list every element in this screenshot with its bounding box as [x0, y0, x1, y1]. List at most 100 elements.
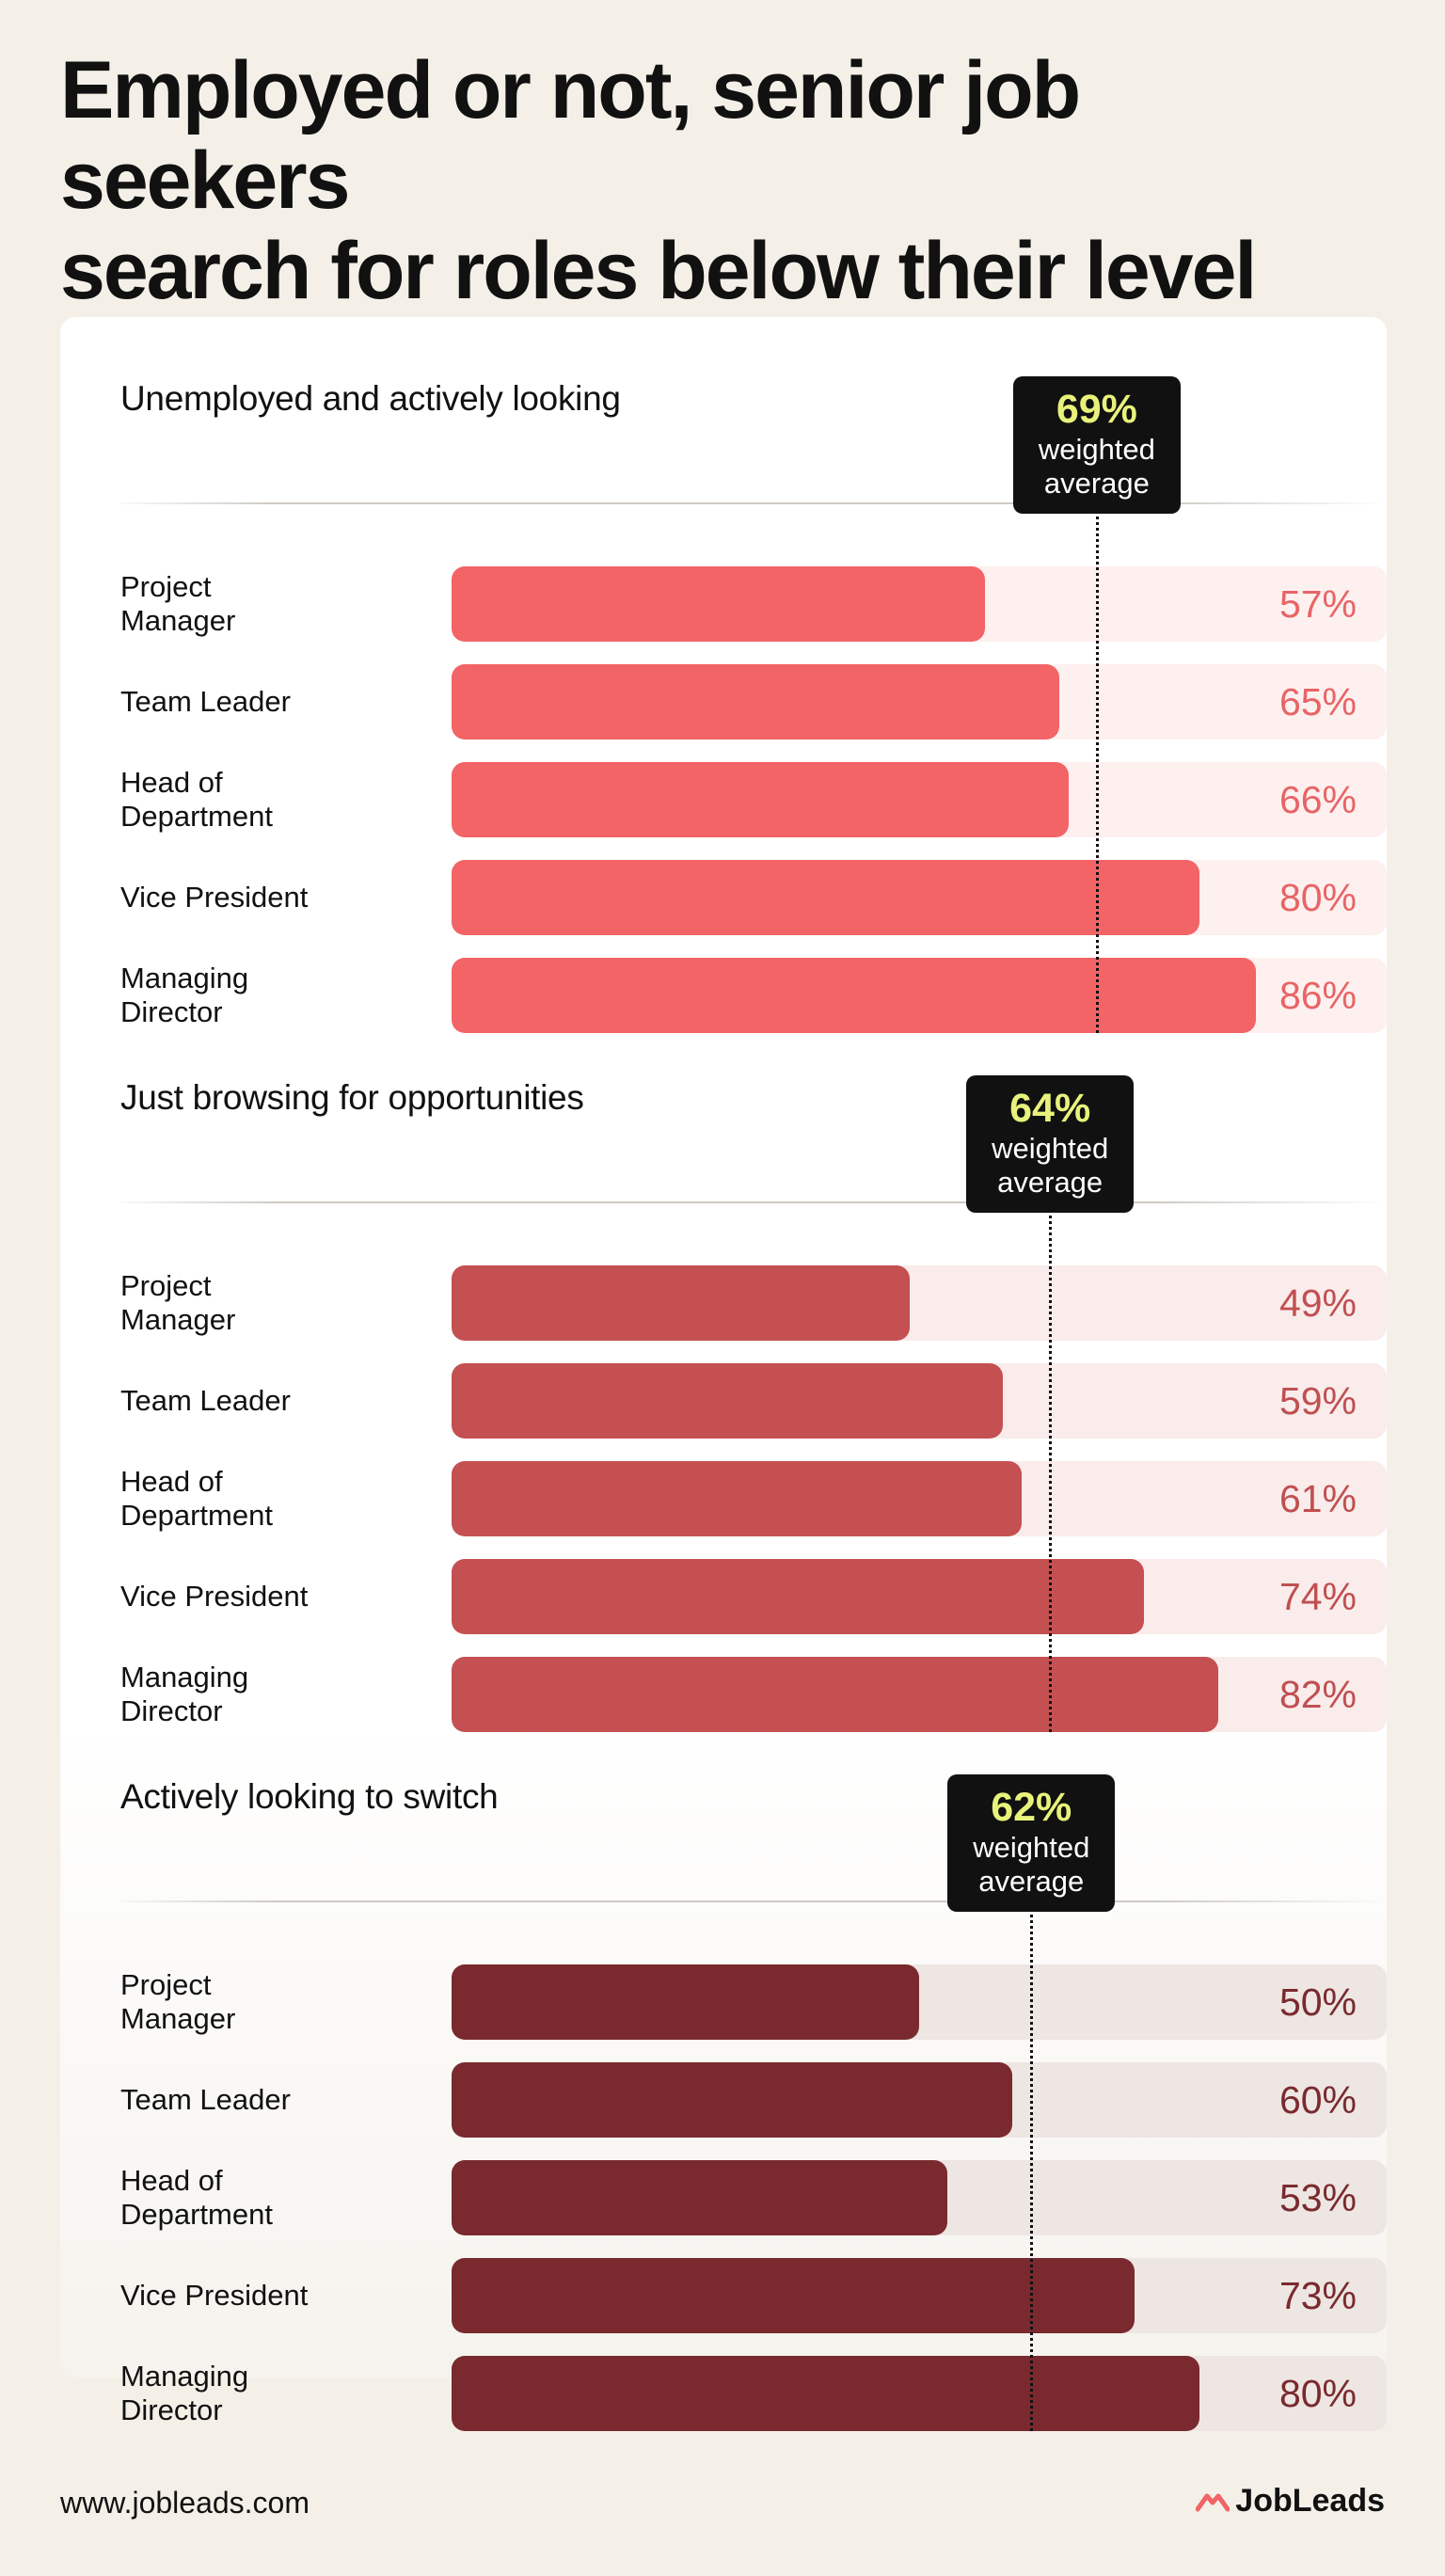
- bar-track: 80%: [452, 860, 1387, 935]
- panel-divider: [120, 502, 1387, 504]
- category-label: Vice President: [120, 881, 309, 914]
- bar: [452, 1964, 919, 2040]
- value-label: 82%: [1278, 1673, 1357, 1716]
- panel-title: Just browsing for opportunities: [120, 1078, 584, 1117]
- panel-divider: [120, 1201, 1387, 1203]
- footer-brand: JobLeads: [1235, 2483, 1385, 2519]
- bar: [452, 566, 985, 642]
- weighted-average-line: [1030, 1908, 1034, 2431]
- bar: [452, 2356, 1200, 2431]
- jobleads-logo-icon: [1196, 2493, 1231, 2512]
- weighted-average-value: 64%: [1009, 1086, 1091, 1131]
- bar-row: Project Manager 50%: [120, 1964, 1387, 2040]
- category-label: Head of Department: [120, 2164, 273, 2231]
- chart-card: Unemployed and actively looking Project Ma…: [60, 317, 1387, 2431]
- bar-row: Managing Director 80%: [120, 2356, 1387, 2431]
- category-label: Managing Director: [120, 2360, 249, 2426]
- value-label: 80%: [1278, 876, 1357, 919]
- category-label: Team Leader: [120, 2083, 291, 2116]
- footer-logo[interactable]: JobLeads: [1196, 2482, 1385, 2520]
- footer-url[interactable]: www.jobleads.com: [60, 2486, 310, 2520]
- bar-row: Team Leader 60%: [120, 2062, 1387, 2138]
- weighted-average-label: weighted average: [992, 1132, 1109, 1199]
- bar: [452, 2160, 947, 2235]
- bar-row: Project Manager 49%: [120, 1265, 1387, 1341]
- weighted-average-callout: 62% weighted average: [947, 1774, 1116, 1912]
- weighted-average-line: [1095, 510, 1099, 1033]
- bar-track: 57%: [452, 566, 1387, 642]
- value-label: 60%: [1278, 2078, 1357, 2122]
- bar: [452, 1363, 1004, 1439]
- bar: [452, 1559, 1144, 1634]
- bar: [452, 2258, 1135, 2333]
- bar-track: 60%: [452, 2062, 1387, 2138]
- value-label: 50%: [1278, 1980, 1357, 2024]
- category-label: Head of Department: [120, 766, 273, 833]
- chart-panel-3: Actively looking to switch Project Manager…: [120, 1774, 1387, 2454]
- bar-row: Vice President 73%: [120, 2258, 1387, 2333]
- bar: [452, 1265, 911, 1341]
- bar-track: 74%: [452, 1559, 1387, 1634]
- bar-row: Managing Director 86%: [120, 958, 1387, 1033]
- bar: [452, 1461, 1023, 1536]
- chart-panel-1: Unemployed and actively looking Project Ma…: [120, 376, 1387, 1056]
- bar-track: 53%: [452, 2160, 1387, 2235]
- bar: [452, 762, 1070, 837]
- weighted-average-label: weighted average: [973, 1831, 1090, 1898]
- value-label: 53%: [1278, 2176, 1357, 2219]
- weighted-average-label: weighted average: [1038, 433, 1155, 500]
- weighted-average-value: 69%: [1056, 387, 1137, 432]
- bar-row: Vice President 74%: [120, 1559, 1387, 1634]
- value-label: 80%: [1278, 2372, 1357, 2415]
- weighted-average-line: [1049, 1209, 1053, 1732]
- category-label: Project Manager: [120, 1968, 236, 2035]
- category-label: Vice President: [120, 1580, 309, 1613]
- bar-track: 59%: [452, 1363, 1387, 1439]
- bar: [452, 2062, 1013, 2138]
- weighted-average-callout: 64% weighted average: [966, 1075, 1135, 1213]
- value-label: 73%: [1278, 2274, 1357, 2317]
- value-label: 57%: [1278, 582, 1357, 626]
- bar: [452, 958, 1256, 1033]
- category-label: Project Manager: [120, 570, 236, 637]
- bar-row: Head of Department 61%: [120, 1461, 1387, 1536]
- bar-track: 80%: [452, 2356, 1387, 2431]
- value-label: 86%: [1278, 974, 1357, 1017]
- panel-title: Unemployed and actively looking: [120, 379, 621, 418]
- bar-row: Team Leader 59%: [120, 1363, 1387, 1439]
- bar-row: Vice President 80%: [120, 860, 1387, 935]
- bar-track: 49%: [452, 1265, 1387, 1341]
- category-label: Managing Director: [120, 1661, 249, 1727]
- category-label: Team Leader: [120, 685, 291, 718]
- weighted-average-value: 62%: [991, 1785, 1072, 1830]
- value-label: 65%: [1278, 680, 1357, 724]
- bar-track: 50%: [452, 1964, 1387, 2040]
- title-line-2: search for roles below their level: [60, 226, 1257, 316]
- bar: [452, 860, 1200, 935]
- category-label: Head of Department: [120, 1465, 273, 1532]
- bar-track: 61%: [452, 1461, 1387, 1536]
- panel-title: Actively looking to switch: [120, 1777, 499, 1816]
- bar-row: Project Manager 57%: [120, 566, 1387, 642]
- chart-panel-2: Just browsing for opportunities Project Ma…: [120, 1075, 1387, 1755]
- value-label: 59%: [1278, 1379, 1357, 1423]
- value-label: 74%: [1278, 1575, 1357, 1618]
- category-label: Team Leader: [120, 1384, 291, 1417]
- bar-row: Head of Department 66%: [120, 762, 1387, 837]
- weighted-average-callout: 69% weighted average: [1012, 376, 1181, 514]
- bar-track: 82%: [452, 1657, 1387, 1732]
- bar: [452, 664, 1060, 739]
- bar-track: 66%: [452, 762, 1387, 837]
- panel-divider: [120, 1900, 1387, 1902]
- bar: [452, 1657, 1219, 1732]
- bar-row: Team Leader 65%: [120, 664, 1387, 739]
- page-title: Employed or not, senior job seekers sear…: [60, 45, 1377, 316]
- value-label: 61%: [1278, 1477, 1357, 1520]
- bar-track: 65%: [452, 664, 1387, 739]
- bar-row: Head of Department 53%: [120, 2160, 1387, 2235]
- title-line-1: Employed or not, senior job seekers: [60, 45, 1081, 226]
- category-label: Vice President: [120, 2279, 309, 2312]
- bar-track: 73%: [452, 2258, 1387, 2333]
- value-label: 66%: [1278, 778, 1357, 821]
- bar-row: Managing Director 82%: [120, 1657, 1387, 1732]
